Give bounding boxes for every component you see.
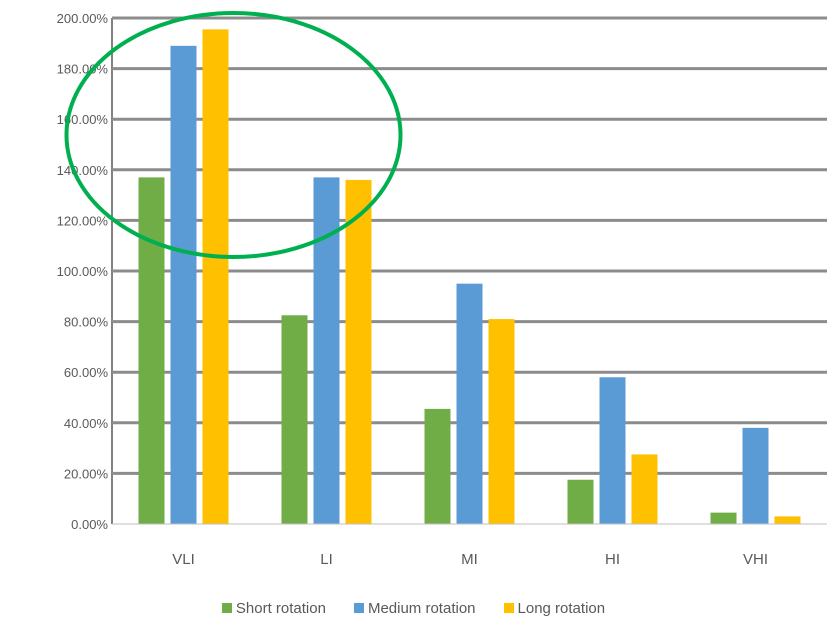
y-tick-label: 160.00% xyxy=(57,112,109,127)
bar-short-li xyxy=(281,315,308,524)
y-tick-label: 20.00% xyxy=(64,466,109,481)
bar-medium-vli xyxy=(170,45,197,524)
bar-medium-hi xyxy=(599,377,626,524)
bar-long-vli xyxy=(202,29,229,524)
bar-long-hi xyxy=(631,454,658,524)
y-tick-label: 140.00% xyxy=(57,163,109,178)
bar-short-vhi xyxy=(710,512,737,524)
x-tick-label: HI xyxy=(605,551,620,568)
bar-medium-mi xyxy=(456,283,483,524)
bar-long-li xyxy=(345,179,372,525)
bar-short-vli xyxy=(138,177,165,524)
bar-medium-vhi xyxy=(742,427,769,524)
legend-label-medium: Medium rotation xyxy=(367,599,476,617)
bar-long-mi xyxy=(488,319,515,524)
bar-short-hi xyxy=(567,479,594,524)
legend-swatch-long xyxy=(503,603,514,613)
x-tick-label: VLI xyxy=(172,551,195,568)
y-tick-label: 0.00% xyxy=(71,517,108,532)
x-tick-label: LI xyxy=(320,551,333,568)
legend-item-long: Long rotation xyxy=(503,599,606,617)
legend-item-medium: Medium rotation xyxy=(353,599,476,617)
legend: Short rotation Medium rotation Long rota… xyxy=(0,596,827,620)
y-tick-label: 60.00% xyxy=(64,365,109,380)
x-tick-label: VHI xyxy=(743,551,768,568)
legend-swatch-medium xyxy=(353,603,364,613)
legend-swatch-short xyxy=(221,603,232,613)
bar-chart: 0.00% 20.00% 40.00% 60.00% 80.00% 100.00% 120.… xyxy=(57,11,827,568)
y-tick-label: 40.00% xyxy=(64,416,109,431)
y-tick-label: 120.00% xyxy=(57,213,109,228)
y-tick-label: 180.00% xyxy=(57,62,109,77)
bar-long-vhi xyxy=(774,516,801,524)
legend-label-short: Short rotation xyxy=(235,599,326,617)
highlight-ellipse xyxy=(64,11,403,259)
legend-item-short: Short rotation xyxy=(221,599,326,617)
x-tick-label: MI xyxy=(461,551,478,568)
y-tick-label: 80.00% xyxy=(64,315,109,330)
y-tick-label: 100.00% xyxy=(57,264,109,279)
y-tick-label: 200.00% xyxy=(57,11,109,26)
bar-short-mi xyxy=(424,408,451,524)
legend-label-long: Long rotation xyxy=(517,599,606,617)
